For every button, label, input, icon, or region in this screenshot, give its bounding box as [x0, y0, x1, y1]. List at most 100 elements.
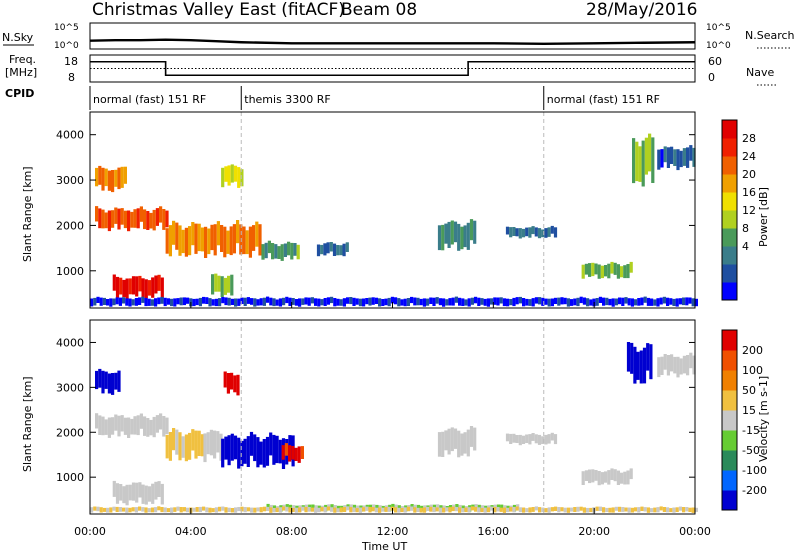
scatter-cell	[627, 507, 631, 513]
scatter-cell	[626, 342, 631, 372]
scatter-cell	[146, 418, 150, 437]
scatter-cell	[282, 506, 286, 511]
scatter-cell	[166, 508, 170, 513]
scatter-cell	[218, 506, 222, 512]
scatter-cell	[499, 507, 503, 512]
scatter-cell	[461, 508, 465, 513]
scatter-cell	[538, 297, 542, 305]
scatter-cell	[419, 507, 423, 513]
scatter-cell	[541, 229, 545, 238]
scatter-cell	[623, 265, 627, 279]
scatter-cell	[597, 471, 601, 486]
scatter-cell	[154, 275, 158, 294]
scatter-cell	[316, 244, 321, 257]
x-tick-label: 00:00	[74, 525, 106, 538]
scatter-cell	[445, 299, 449, 306]
scatter-cell	[613, 469, 617, 482]
scatter-cell	[646, 343, 650, 371]
scatter-cell	[99, 297, 103, 306]
scatter-cell	[133, 416, 137, 435]
scatter-cell	[139, 413, 143, 429]
scatter-cell	[255, 221, 259, 247]
scatter-cell	[221, 297, 225, 304]
colorbar-swatch	[722, 138, 737, 157]
scatter-cell	[291, 508, 295, 512]
scatter-cell	[107, 170, 111, 191]
scatter-cell	[525, 508, 529, 513]
scatter-cell	[512, 297, 516, 307]
scatter-cell	[600, 265, 604, 279]
scatter-cell	[525, 298, 529, 306]
scatter-cell	[466, 429, 470, 457]
scatter-cell	[632, 138, 636, 184]
scatter-cell	[638, 146, 642, 182]
scatter-cell	[179, 297, 183, 306]
scatter-cell	[111, 170, 115, 193]
scatter-cell	[224, 297, 228, 306]
scatter-cell	[598, 296, 602, 303]
scatter-cell	[111, 210, 115, 228]
scatter-cell	[666, 507, 670, 513]
scatter-cell	[362, 298, 366, 307]
scatter-cell	[611, 298, 615, 307]
scatter-cell	[109, 298, 113, 307]
scatter-cell	[307, 507, 311, 512]
scatter-cell	[451, 297, 455, 306]
scatter-cell	[173, 298, 177, 307]
scatter-cell	[326, 506, 330, 511]
scatter-cell	[130, 418, 134, 435]
scatter-cell	[141, 278, 145, 298]
scatter-cell	[191, 429, 195, 451]
scatter-cell	[297, 446, 301, 463]
scatter-cell	[584, 470, 588, 481]
scatter-cell	[246, 507, 250, 512]
frequency-trace	[90, 60, 695, 77]
scatter-cell	[435, 297, 439, 304]
scatter-cell	[104, 212, 108, 229]
scatter-cell	[152, 416, 156, 438]
scatter-cell	[675, 298, 679, 307]
scatter-cell	[643, 296, 647, 303]
scatter-cell	[269, 297, 273, 306]
scatter-cell	[509, 433, 513, 444]
scatter-cell	[371, 297, 375, 305]
scatter-cell	[165, 210, 169, 228]
scatter-cell	[550, 298, 554, 307]
scatter-cell	[637, 298, 641, 306]
scatter-cell	[391, 503, 395, 509]
scatter-cell	[486, 298, 490, 307]
scatter-cell	[281, 445, 285, 460]
scatter-cell	[209, 429, 213, 456]
scatter-cell	[253, 507, 257, 513]
scatter-cell	[544, 508, 548, 513]
scatter-cell	[509, 299, 513, 306]
scatter-cell	[280, 244, 284, 261]
scatter-cell	[118, 297, 122, 306]
scatter-cell	[181, 436, 185, 458]
scatter-cell	[90, 298, 94, 307]
scatter-cell	[232, 224, 236, 254]
scatter-cell	[339, 245, 343, 256]
x-tick-label: 08:00	[276, 525, 308, 538]
scatter-cell	[656, 507, 660, 513]
scatter-cell	[437, 225, 442, 251]
scatter-cell	[480, 298, 484, 305]
scatter-cell	[278, 439, 282, 464]
scatter-cell	[352, 507, 356, 513]
scatter-cell	[230, 508, 234, 513]
y-tick-label: 3000	[56, 381, 84, 394]
scatter-cell	[230, 274, 234, 296]
scatter-cell	[611, 507, 615, 513]
scatter-cell	[138, 506, 142, 511]
scatter-cell	[623, 471, 627, 485]
scatter-cell	[451, 506, 455, 512]
scatter-cell	[101, 416, 105, 436]
scatter-cell	[512, 227, 516, 236]
scatter-cell	[95, 206, 99, 222]
scatter-cell	[581, 471, 585, 485]
freq-tick-top: 18	[64, 55, 78, 68]
scatter-cell	[637, 507, 641, 513]
scatter-cell	[128, 484, 132, 501]
scatter-cell	[679, 358, 683, 375]
colorbar-tick-label: -200	[742, 484, 767, 497]
